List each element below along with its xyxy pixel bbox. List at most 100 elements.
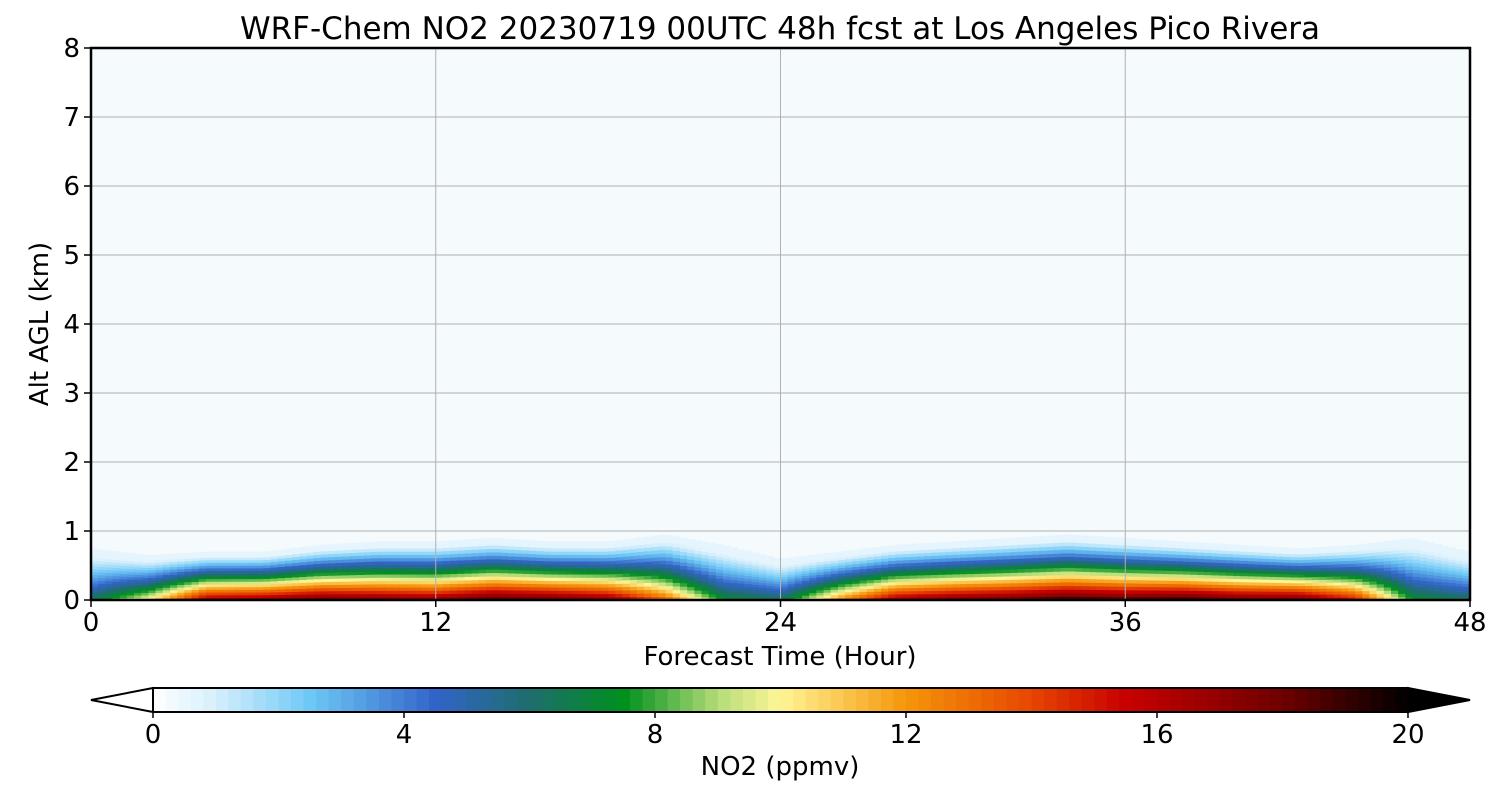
heatmap-cell [126, 555, 135, 559]
heatmap-cell [629, 558, 638, 563]
heatmap-cell [1204, 565, 1213, 569]
heatmap-cell [1168, 573, 1177, 578]
heatmap-cell [213, 578, 221, 582]
heatmap-cell [651, 585, 659, 590]
heatmap-cell [1347, 581, 1356, 586]
heatmap-cell [1441, 572, 1450, 577]
heatmap-cell [227, 557, 236, 561]
heatmap-cell [1146, 576, 1155, 581]
heatmap-cell [1434, 559, 1442, 564]
heatmap-cell [1297, 556, 1306, 561]
heatmap-cell [787, 576, 796, 580]
heatmap-cell [306, 573, 315, 577]
heatmap-cell [1232, 569, 1241, 573]
heatmap-cell [220, 589, 229, 593]
heatmap-cell [292, 576, 300, 581]
heatmap-cell [1225, 572, 1234, 576]
heatmap-cell [1232, 593, 1241, 598]
heatmap-cell [371, 583, 379, 588]
colorbar-cell [567, 688, 581, 712]
heatmap-cell [471, 589, 480, 594]
heatmap-cell [514, 549, 523, 554]
heatmap-cell [1218, 553, 1227, 557]
heatmap-cell [1283, 588, 1292, 592]
heatmap-cell [507, 589, 516, 594]
heatmap-cell [363, 574, 372, 579]
heatmap-cell [126, 566, 135, 570]
heatmap-cell [1426, 548, 1435, 553]
heatmap-cell [91, 568, 99, 573]
heatmap-cell [945, 577, 954, 582]
heatmap-cell [1010, 572, 1019, 577]
heatmap-cell [916, 581, 925, 585]
heatmap-cell [974, 583, 983, 588]
heatmap-cell [507, 545, 516, 550]
heatmap-cell [1118, 561, 1126, 566]
heatmap-cell [335, 584, 343, 589]
colorbar-cell [1069, 688, 1083, 712]
heatmap-cell [622, 542, 631, 547]
heatmap-cell [414, 541, 422, 546]
heatmap-cell [363, 554, 372, 559]
heatmap-cell [421, 596, 430, 601]
heatmap-cell [1225, 593, 1234, 598]
heatmap-cell [112, 591, 121, 596]
heatmap-cell [1304, 582, 1313, 587]
heatmap-cell [1319, 594, 1327, 598]
heatmap-cell [414, 583, 422, 588]
heatmap-cell [450, 580, 458, 585]
heatmap-cell [328, 575, 336, 579]
heatmap-cell [1096, 539, 1105, 545]
heatmap-cell [909, 571, 918, 576]
heatmap-cell [715, 550, 724, 555]
heatmap-cell [1290, 588, 1299, 592]
heatmap-cell [1204, 558, 1213, 563]
heatmap-cell [385, 557, 394, 562]
heatmap-cell [162, 571, 171, 576]
heatmap-cell [780, 562, 789, 566]
heatmap-cell [471, 586, 480, 591]
heatmap-cell [234, 583, 243, 588]
heatmap-cell [902, 578, 911, 582]
heatmap-cell [1311, 564, 1320, 569]
heatmap-cell [450, 563, 458, 568]
heatmap-cell [866, 550, 875, 555]
x-axis-ticks: 0 12 24 36 48 [83, 600, 1487, 638]
heatmap-cell [830, 581, 839, 585]
heatmap-cell [306, 546, 315, 550]
heatmap-cell [687, 538, 695, 543]
heatmap-cell [1462, 580, 1471, 585]
colorbar-cell [1370, 688, 1384, 712]
heatmap-cell [385, 596, 394, 601]
heatmap-cell [191, 594, 200, 598]
heatmap-cell [284, 557, 293, 561]
colorbar-cell [303, 688, 317, 712]
heatmap-cell [363, 548, 372, 553]
heatmap-cell [881, 564, 889, 568]
heatmap-cell [873, 570, 882, 575]
colorbar-cell [755, 688, 769, 712]
heatmap-cell [392, 577, 401, 582]
heatmap-cell [442, 586, 451, 591]
heatmap-cell [881, 594, 889, 598]
heatmap-cell [859, 585, 868, 590]
heatmap-cell [916, 593, 925, 598]
heatmap-cell [241, 557, 250, 561]
heatmap-cell [371, 557, 379, 562]
heatmap-cell [1211, 546, 1220, 551]
colorbar-extend-low [90, 686, 154, 714]
heatmap-cell [615, 580, 624, 584]
heatmap-cell [1096, 592, 1105, 598]
heatmap-cell [737, 549, 746, 553]
heatmap-cell [881, 582, 889, 586]
heatmap-cell [974, 553, 983, 558]
heatmap-cell [1434, 575, 1442, 579]
heatmap-cell [177, 558, 185, 562]
heatmap-cell [1362, 549, 1371, 554]
heatmap-cell [816, 571, 825, 575]
heatmap-cell [342, 549, 351, 554]
heatmap-cell [320, 572, 329, 576]
heatmap-cell [1297, 585, 1306, 590]
heatmap-cell [1024, 578, 1033, 584]
heatmap-cell [349, 542, 358, 547]
